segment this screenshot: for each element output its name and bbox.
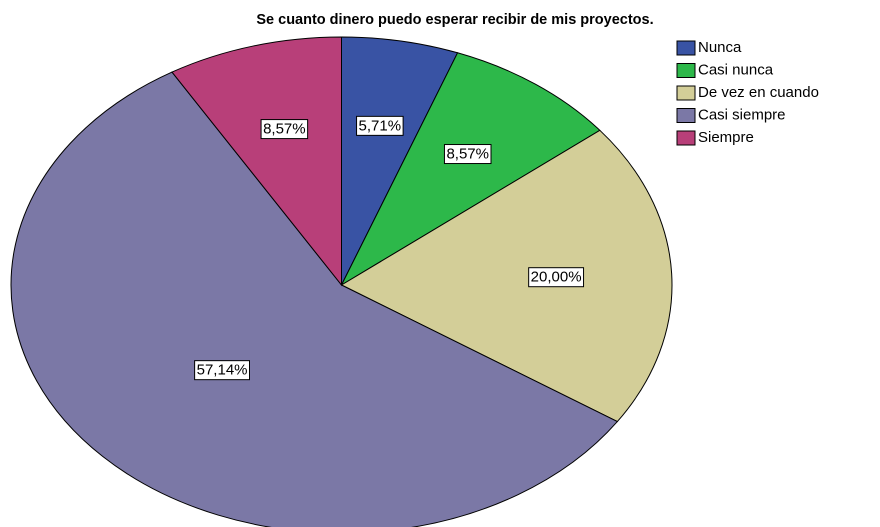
- slice-label: 20,00%: [531, 269, 582, 286]
- label-box: [260, 119, 309, 140]
- label-box: [194, 360, 251, 381]
- label-box: [443, 144, 492, 165]
- label-box: [528, 267, 585, 288]
- pie-slice: [171, 36, 342, 287]
- pie-slice: [10, 71, 619, 527]
- legend-label: Siempre: [698, 129, 754, 146]
- chart-title: Se cuanto dinero puedo esperar recibir d…: [256, 12, 653, 28]
- legend-label: Casi nunca: [698, 61, 774, 78]
- legend-swatch: [676, 108, 696, 123]
- legend-label: De vez en cuando: [698, 84, 819, 101]
- slice-labels: 5,71% 8,57% 20,00% 57,14% 8,57%: [194, 115, 585, 381]
- legend-swatch: [676, 63, 696, 78]
- legend: Nunca Casi nunca De vez en cuando Casi siem…: [676, 39, 819, 146]
- pie-slice: [340, 129, 673, 423]
- legend-swatch: [676, 85, 696, 101]
- legend-label: Casi siempre: [698, 106, 786, 123]
- pie-slice: [340, 52, 601, 287]
- pie: [10, 36, 673, 527]
- legend-swatch: [676, 40, 696, 56]
- legend-swatch: [676, 130, 696, 146]
- label-box: [356, 115, 404, 136]
- slice-label: 8,57%: [263, 121, 306, 138]
- legend-label: Nunca: [698, 39, 742, 56]
- slice-label: 8,57%: [446, 146, 489, 163]
- slice-label: 5,71%: [359, 117, 402, 134]
- slice-label: 57,14%: [197, 362, 248, 379]
